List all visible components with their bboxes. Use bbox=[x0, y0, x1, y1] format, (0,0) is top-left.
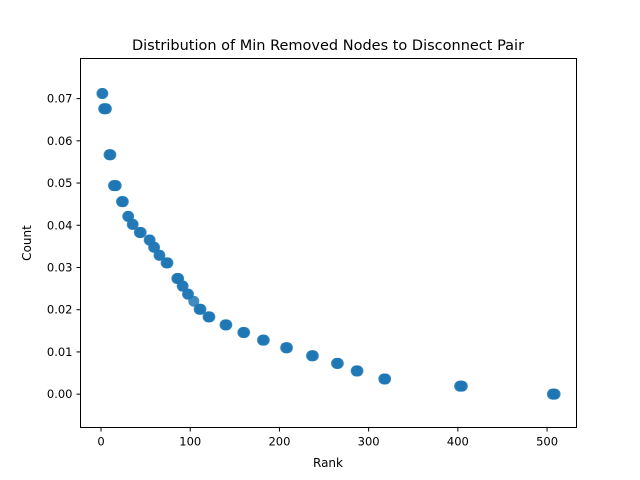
y-tick-label: 0.07 bbox=[47, 92, 73, 106]
x-axis-ticks: 0 100 200 300 400 500 bbox=[97, 427, 558, 449]
data-point bbox=[549, 388, 561, 400]
data-point bbox=[195, 303, 207, 315]
data-point bbox=[117, 196, 129, 208]
data-point bbox=[177, 280, 189, 292]
data-point bbox=[110, 180, 122, 192]
x-tick-label: 0 bbox=[97, 435, 104, 449]
data-points bbox=[96, 88, 561, 400]
data-point bbox=[127, 218, 139, 230]
data-point bbox=[352, 365, 364, 377]
data-point bbox=[105, 149, 117, 161]
x-tick-label: 100 bbox=[179, 435, 201, 449]
y-tick-label: 0.03 bbox=[47, 260, 73, 274]
y-tick-label: 0.02 bbox=[47, 303, 73, 317]
data-point bbox=[97, 88, 109, 100]
x-tick-label: 500 bbox=[536, 435, 558, 449]
data-point bbox=[135, 226, 147, 238]
data-point bbox=[239, 327, 251, 339]
y-tick-label: 0.00 bbox=[47, 387, 73, 401]
data-point bbox=[258, 334, 270, 346]
data-point bbox=[307, 350, 319, 362]
y-tick-label: 0.01 bbox=[47, 345, 73, 359]
y-tick-label: 0.06 bbox=[47, 134, 73, 148]
data-point bbox=[149, 241, 161, 253]
y-axis-label: Count bbox=[20, 225, 34, 261]
y-axis-ticks: 0.00 0.01 0.02 0.03 0.04 0.05 0.06 0.07 bbox=[47, 92, 81, 401]
data-point bbox=[281, 342, 293, 354]
x-tick-label: 200 bbox=[268, 435, 290, 449]
data-point bbox=[380, 373, 392, 385]
y-tick-label: 0.04 bbox=[47, 218, 73, 232]
data-point bbox=[221, 319, 233, 331]
chart-title: Distribution of Min Removed Nodes to Dis… bbox=[132, 38, 524, 54]
data-point bbox=[154, 249, 166, 261]
data-point bbox=[204, 311, 216, 323]
x-tick-label: 300 bbox=[358, 435, 380, 449]
y-tick-label: 0.05 bbox=[47, 176, 73, 190]
data-point bbox=[332, 357, 344, 369]
data-point bbox=[162, 257, 174, 269]
x-axis-label: Rank bbox=[313, 456, 343, 470]
data-point bbox=[100, 103, 112, 115]
x-tick-label: 400 bbox=[447, 435, 469, 449]
plot-frame bbox=[80, 58, 577, 428]
data-point bbox=[188, 295, 200, 307]
data-point bbox=[456, 380, 468, 392]
